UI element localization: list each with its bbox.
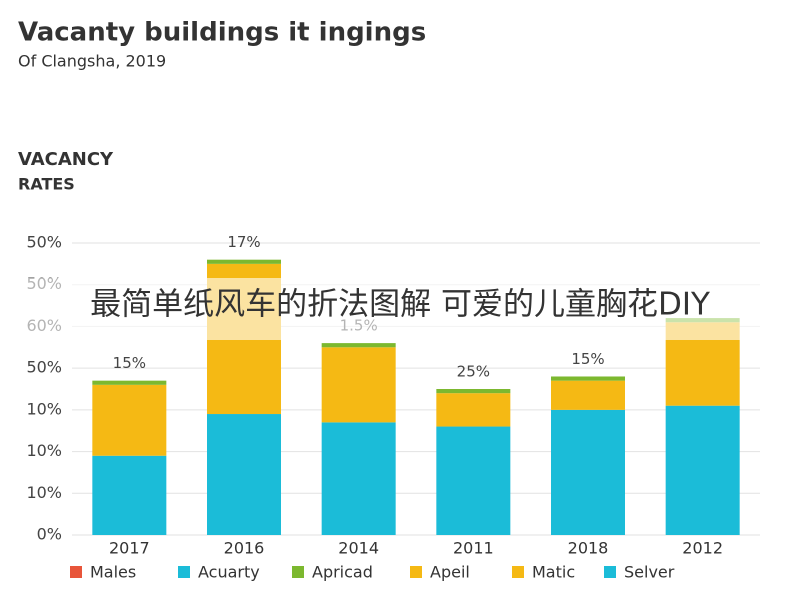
bar-segment — [436, 426, 511, 535]
y-tick-label: 50% — [26, 233, 62, 252]
y-tick-label: 10% — [26, 441, 62, 460]
legend-swatch — [512, 566, 524, 578]
bar-segment — [551, 376, 625, 381]
bar-segment — [92, 380, 167, 385]
legend-swatch — [178, 566, 190, 578]
data-label: 15% — [571, 350, 604, 368]
x-tick-label: 2017 — [109, 539, 150, 558]
legend-label: Apeil — [430, 563, 470, 582]
bar-segment — [207, 414, 281, 535]
legend-label: Apricad — [312, 563, 373, 582]
bar-segment — [551, 409, 625, 535]
watermark-band — [0, 278, 800, 340]
y-axis-label: RATES — [18, 175, 75, 194]
legend-label: Selver — [624, 563, 675, 582]
x-tick-label: 2018 — [568, 539, 609, 558]
bar-segment — [321, 343, 396, 348]
legend-label: Matic — [532, 563, 575, 582]
x-tick-label: 2011 — [453, 539, 494, 558]
bar-segment — [92, 455, 167, 535]
y-tick-label: 10% — [26, 483, 62, 502]
bar-segment — [436, 393, 511, 427]
x-tick-label: 2016 — [224, 539, 265, 558]
legend-swatch — [604, 566, 616, 578]
data-label: 25% — [457, 363, 490, 381]
bar-segment — [321, 422, 396, 535]
legend-swatch — [292, 566, 304, 578]
bar-segment — [551, 380, 625, 410]
bar-segment — [436, 389, 511, 394]
watermark-text: 最简单纸风车的折法图解 可爱的儿童胸花DIY — [90, 287, 710, 323]
y-axis-label: VACANCY — [18, 149, 114, 170]
data-label: 17% — [227, 233, 260, 251]
bar-segment — [665, 405, 740, 535]
x-tick-label: 2012 — [682, 539, 723, 558]
legend-label: Males — [90, 563, 136, 582]
data-label: 15% — [113, 354, 146, 372]
chart-title: Vacanty buildings it ingings — [18, 18, 426, 48]
x-tick-label: 2014 — [338, 539, 379, 558]
legend-label: Acuarty — [198, 563, 260, 582]
chart-subtitle: Of Clangsha, 2019 — [18, 52, 166, 71]
y-tick-label: 50% — [26, 358, 62, 377]
bar-segment — [321, 347, 396, 423]
y-tick-label: 0% — [37, 525, 62, 544]
bar-segment — [207, 259, 281, 264]
y-tick-label: 10% — [26, 399, 62, 418]
legend-swatch — [410, 566, 422, 578]
legend-swatch — [70, 566, 82, 578]
bar-segment — [92, 384, 167, 456]
